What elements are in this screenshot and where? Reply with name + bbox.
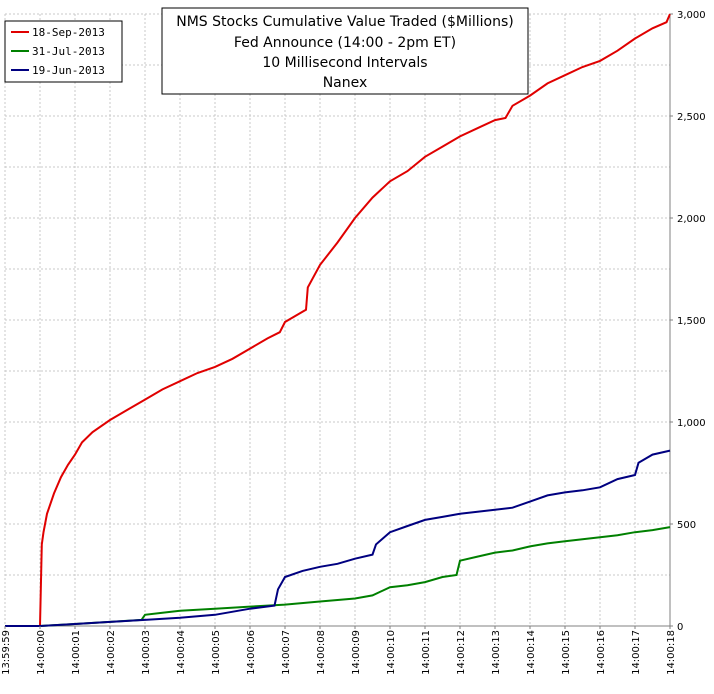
x-tick-label: 14:00:17 — [631, 630, 642, 675]
x-tick-label: 14:00:14 — [526, 630, 537, 675]
x-tick-label: 14:00:07 — [281, 630, 292, 675]
y-tick-label: 1,000 — [677, 418, 706, 429]
series-lines — [5, 13, 671, 627]
y-tick-label: 0 — [677, 622, 683, 633]
x-tick-label: 14:00:11 — [421, 630, 432, 675]
chart-title-box: NMS Stocks Cumulative Value Traded ($Mil… — [161, 7, 529, 95]
x-tick-label: 14:00:00 — [36, 630, 47, 675]
legend-entry: 31-Jul-2013 — [32, 45, 105, 58]
x-tick-labels: 13:59:59 14:00:00 14:00:01 14:00:02 14:00:03… — [1, 626, 677, 675]
x-tick-label: 14:00:01 — [71, 630, 82, 675]
x-tick-label: 14:00:03 — [141, 630, 152, 675]
y-tick-label: 2,000 — [677, 214, 706, 225]
x-tick-label: 13:59:59 — [1, 630, 12, 675]
x-tick-label: 14:00:02 — [106, 630, 117, 675]
y-tick-label: 3,000 — [677, 10, 706, 21]
y-tick-labels: 0 500 1,000 1,500 2,000 2,500 3,000 — [670, 10, 706, 633]
x-tick-label: 14:00:06 — [246, 630, 257, 675]
y-tick-label: 2,500 — [677, 112, 706, 123]
series-line — [5, 13, 671, 627]
x-tick-label: 14:00:10 — [386, 630, 397, 675]
x-tick-label: 14:00:05 — [211, 630, 222, 675]
chart-subtitle-line: Fed Announce (14:00 - 2pm ET) — [234, 35, 456, 51]
x-tick-label: 14:00:13 — [491, 630, 502, 675]
x-tick-label: 14:00:12 — [456, 630, 467, 675]
legend: 18-Sep-2013 31-Jul-2013 19-Jun-2013 — [4, 20, 123, 83]
chart-title-line: NMS Stocks Cumulative Value Traded ($Mil… — [176, 14, 514, 30]
x-tick-label: 14:00:08 — [316, 630, 327, 675]
legend-entry: 19-Jun-2013 — [32, 64, 105, 77]
legend-entry: 18-Sep-2013 — [32, 26, 105, 39]
series-line — [5, 449, 671, 627]
chart-subtitle-line: Nanex — [323, 75, 368, 91]
x-tick-label: 14:00:09 — [351, 630, 362, 675]
x-tick-label: 14:00:18 — [666, 630, 677, 675]
y-tick-label: 1,500 — [677, 316, 706, 327]
x-tick-label: 14:00:16 — [596, 630, 607, 675]
series-line — [5, 526, 671, 627]
chart-subtitle-line: 10 Millisecond Intervals — [262, 55, 427, 71]
x-tick-label: 14:00:04 — [176, 630, 187, 675]
y-tick-label: 500 — [677, 520, 696, 531]
x-tick-label: 14:00:15 — [561, 630, 572, 675]
grid — [4, 13, 671, 627]
